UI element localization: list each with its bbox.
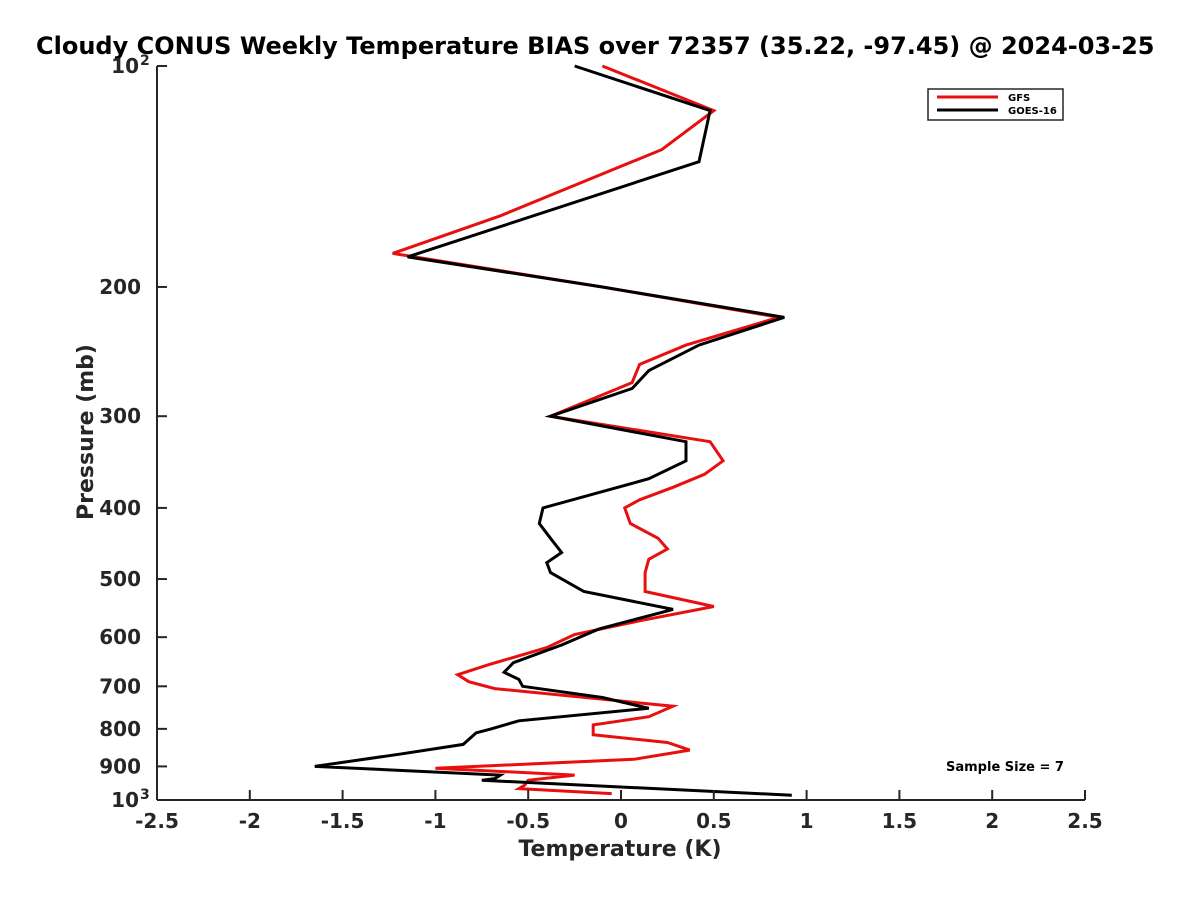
y-tick-label: 500 xyxy=(99,567,141,591)
chart-title: Cloudy CONUS Weekly Temperature BIAS ove… xyxy=(36,32,1154,60)
y-tick-label: 400 xyxy=(99,496,141,520)
y-tick-label: 800 xyxy=(99,717,141,741)
y-tick-label-top: 10 xyxy=(111,54,139,78)
y-tick-label: 300 xyxy=(99,404,141,428)
x-tick-label: -1 xyxy=(424,809,446,833)
series-line-gfs xyxy=(392,64,780,796)
legend-box xyxy=(927,88,1064,121)
y-axis-label: Pressure (mb) xyxy=(74,344,99,520)
series-line-goes-16 xyxy=(314,64,792,797)
y-tick-label-top-exponent: 2 xyxy=(140,53,150,69)
y-tick-label: 200 xyxy=(99,275,141,299)
x-tick-label: 2 xyxy=(985,809,999,833)
x-tick-label: 0 xyxy=(614,809,628,833)
x-tick-label: -0.5 xyxy=(506,809,550,833)
y-tick-label: 900 xyxy=(99,754,141,778)
legend-label: GFS xyxy=(1008,93,1030,104)
y-tick-label-bottom: 10 xyxy=(111,788,139,812)
axes: -2.5 -2 -1.5 -1 -0.5 0 0.5 1 1.5 2 2.5 200 300 400 500… xyxy=(99,53,1102,833)
x-tick-label: 1 xyxy=(800,809,814,833)
x-tick-label: 1.5 xyxy=(882,809,917,833)
plot-series xyxy=(314,64,792,797)
sample-size-annotation: Sample Size = 7 xyxy=(946,760,1064,775)
x-tick-label: -2.5 xyxy=(135,809,179,833)
x-tick-label: -2 xyxy=(239,809,261,833)
x-axis-label: Temperature (K) xyxy=(518,837,721,862)
legend-label: GOES-16 xyxy=(1008,106,1057,117)
legend: GFS GOES-16 xyxy=(927,88,1064,121)
y-tick-label: 700 xyxy=(99,674,141,698)
y-tick-label-bottom-exponent: 3 xyxy=(140,787,150,803)
y-tick-label: 600 xyxy=(99,625,141,649)
x-tick-label: 0.5 xyxy=(696,809,731,833)
x-tick-label: 2.5 xyxy=(1067,809,1102,833)
x-tick-label: -1.5 xyxy=(321,809,365,833)
